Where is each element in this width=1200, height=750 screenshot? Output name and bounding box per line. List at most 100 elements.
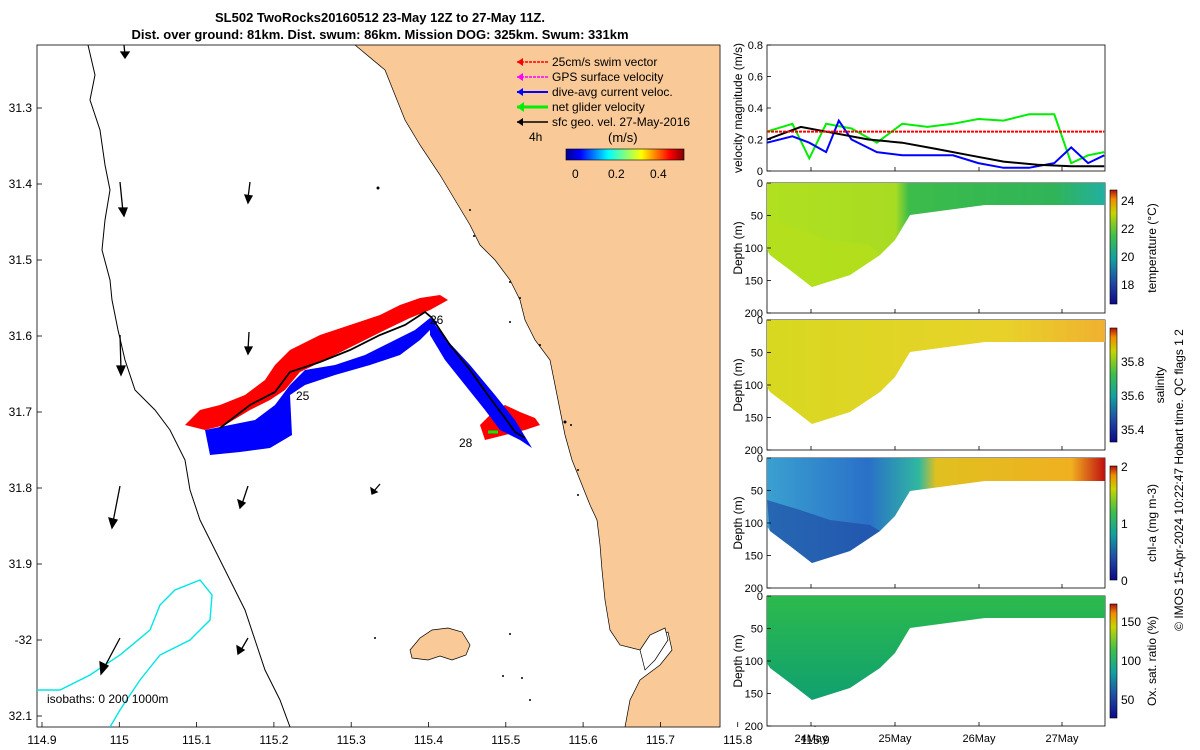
- legend-net-glider: net glider velocity: [517, 100, 645, 114]
- svg-text:25cm/s swim vector: 25cm/s swim vector: [552, 55, 657, 69]
- map-ytick-label: -32: [15, 633, 33, 647]
- legend-dive-avg: dive-avg current veloc.: [517, 85, 673, 99]
- colorbar-tick-2: 0.4: [650, 167, 667, 181]
- depth-ytick-label: 0: [757, 315, 763, 327]
- legend-swim-vector: 25cm/s swim vector: [517, 55, 657, 69]
- chla-cb-tick-1: 1: [1121, 517, 1128, 531]
- depth-ytick-label: 0: [757, 453, 763, 465]
- map-xtick-label: 115: [110, 733, 129, 747]
- depth-ytick-label: 0: [757, 591, 763, 603]
- map-legend: 25cm/s swim vector GPS surface velocity …: [517, 55, 690, 181]
- map-xtick-label: 114.9: [27, 733, 56, 747]
- depth-ytick-label: 150: [745, 413, 763, 425]
- salinity-ylabel: Depth (m): [731, 358, 745, 411]
- islets: [374, 186, 579, 701]
- chla-deep-field: [767, 500, 880, 563]
- velocity-y-ticks: 0 0.2 0.4 0.6 0.8: [748, 40, 771, 178]
- colorbar-tick-0: 0: [572, 167, 579, 181]
- map-xtick-label: 115.4: [414, 733, 443, 747]
- sal-cb-tick-2: 35.4: [1121, 423, 1145, 437]
- svg-text:net glider velocity: net glider velocity: [552, 100, 645, 114]
- depth-ytick-label: 150: [745, 689, 763, 701]
- panel-xtick-label: 25May: [878, 733, 912, 745]
- map-xtick-label: 115.8: [723, 733, 752, 747]
- legend-geo-vel: sfc geo. vel. 27-May-2016: [517, 115, 690, 129]
- chla-colorbar: [1109, 465, 1118, 581]
- velocity-ytick-label: 0.8: [748, 40, 763, 52]
- oxygen-cblabel: Ox. sat. ratio (%): [1145, 616, 1159, 706]
- land-estuary: [639, 627, 669, 671]
- day-label-25: 25: [296, 389, 310, 403]
- scale-arrow-label: 4h: [529, 130, 542, 144]
- chla-y-ticks: 0 50 100 150 200: [745, 453, 771, 595]
- depth-ytick-label: 100: [745, 656, 763, 668]
- chla-cblabel: chl-a (mg m-3): [1145, 484, 1159, 562]
- ox-cb-tick-1: 100: [1121, 654, 1141, 668]
- map-ytick-label: 31.9: [9, 557, 33, 571]
- depth-ytick-label: 50: [751, 348, 763, 360]
- map-xtick-label: 115.2: [259, 733, 288, 747]
- glider-track: [219, 310, 526, 439]
- svg-text:dive-avg current veloc.: dive-avg current veloc.: [552, 85, 673, 99]
- colorbar-unit: (m/s): [608, 130, 638, 145]
- panel-xtick-label: 27May: [1045, 733, 1079, 745]
- map-y-ticks: 31.3 31.4 31.5 31.6 31.7 31.8 31.9 -32 32.1: [9, 101, 42, 723]
- panel-x-ticks: 24May 25May 26May 27May: [794, 167, 1079, 745]
- velocity-ytick-label: 0.4: [748, 103, 763, 115]
- temperature-colorbar: [1109, 189, 1118, 305]
- salinity-field: [767, 320, 1105, 424]
- map-xtick-label: 115.9: [800, 733, 829, 747]
- depth-ytick-label: 200: [745, 583, 763, 595]
- isobath-label: isobaths: 0 200 1000m: [47, 692, 168, 706]
- sal-cb-tick-1: 35.6: [1121, 389, 1145, 403]
- oxygen-panel: Depth (m) Ox. sat. ratio (%) 150 100 50 …: [731, 591, 1159, 733]
- temperature-deep-field: [767, 220, 880, 287]
- chla-ylabel: Depth (m): [731, 496, 745, 549]
- speed-colorbar: [565, 148, 685, 161]
- day-label-26: 26: [430, 313, 444, 327]
- oxygen-colorbar: [1109, 603, 1118, 719]
- map-axes: 25 26 28 25cm/s swim vector GPS surface …: [36, 44, 721, 728]
- map-ytick-label: 31.5: [9, 253, 33, 267]
- depth-ytick-label: 100: [745, 243, 763, 255]
- oxygen-y-ticks: 0 50 100 150 200: [745, 591, 771, 733]
- salinity-cblabel: salinity: [1153, 367, 1167, 404]
- temp-cb-tick-1: 22: [1121, 222, 1135, 236]
- velocity-series-line: [766, 118, 1105, 169]
- ox-cb-tick-2: 50: [1121, 693, 1135, 707]
- day-label-28: 28: [459, 436, 473, 450]
- map-x-ticks: 114.9 115 115.1 115.2 115.3 115.4 115.5 115.6 11…: [27, 722, 830, 747]
- panel-xtick-label: 24May: [794, 733, 828, 745]
- depth-ytick-label: 0: [757, 178, 763, 190]
- svg-text:GPS surface velocity: GPS surface velocity: [552, 70, 663, 84]
- map-xtick-label: 115.6: [569, 733, 598, 747]
- figure-title-line1: SL502 TwoRocks20160512 23-May 12Z to 27-…: [215, 10, 545, 25]
- map-xtick-label: 115.3: [337, 733, 366, 747]
- map-xtick-label: 115.7: [646, 733, 675, 747]
- oxygen-field: [767, 596, 1105, 700]
- depth-ytick-label: 50: [751, 211, 763, 223]
- credit-text: © IMOS 15-Apr-2024 10:22:47 Hobart time.…: [1172, 329, 1186, 631]
- temp-cb-tick-3: 18: [1121, 278, 1135, 292]
- geo-velocity-arrows: [99, 45, 381, 676]
- depth-ytick-label: 50: [751, 624, 763, 636]
- map-xtick-label: 115.1: [182, 733, 211, 747]
- velocity-ytick-label: 0.2: [748, 135, 763, 147]
- panel-xtick-label: 26May: [962, 733, 996, 745]
- chla-panel: Depth (m) chl-a (mg m-3) 2 1 0 0 50 100 150…: [731, 453, 1159, 595]
- velocity-series: [766, 113, 1105, 169]
- velocity-ytick-label: 0.6: [748, 72, 763, 84]
- temperature-y-ticks: 0 50 100 150 200: [745, 178, 771, 320]
- temp-cb-tick-2: 20: [1121, 250, 1135, 264]
- map-xtick-label: 115.5: [491, 733, 520, 747]
- salinity-colorbar: [1109, 327, 1118, 443]
- land-island: [409, 627, 471, 661]
- depth-ytick-label: 200: [745, 308, 763, 320]
- velocity-series-line: [766, 113, 1105, 165]
- depth-ytick-label: 50: [751, 486, 763, 498]
- map-ytick-label: 32.1: [9, 709, 33, 723]
- figure-title-line2: Dist. over ground: 81km. Dist. swum: 86k…: [131, 27, 629, 42]
- map-ytick-label: 31.4: [9, 177, 33, 191]
- isobath-1000m: [87, 45, 291, 727]
